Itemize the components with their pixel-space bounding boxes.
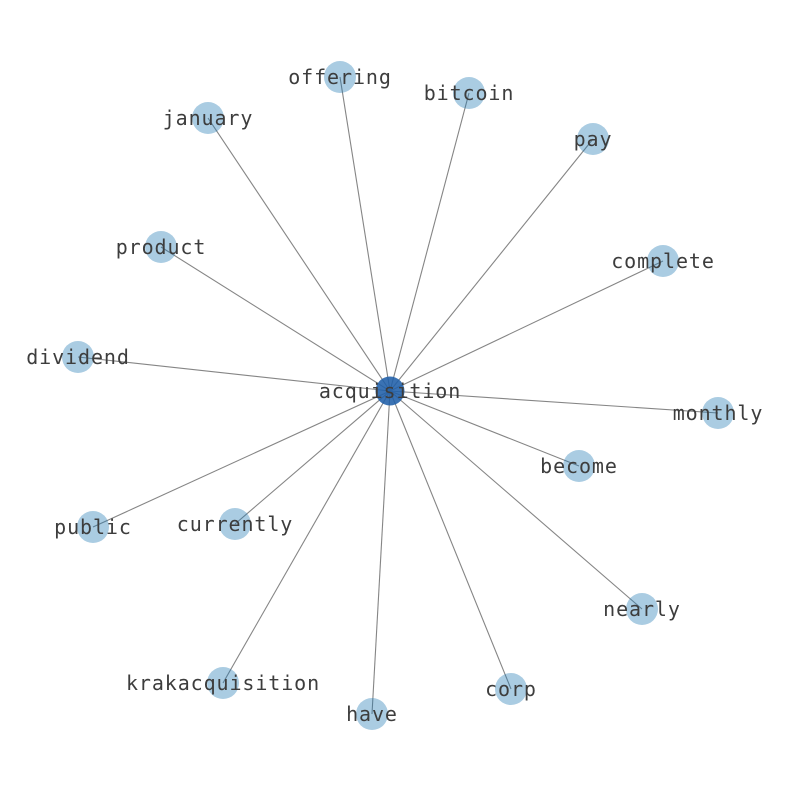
graph-node-label-complete: complete [611, 249, 715, 273]
graph-node-public [77, 511, 109, 543]
graph-node-have [356, 698, 388, 730]
graph-node-currently [219, 508, 251, 540]
graph-node-label-acquisition: acquisition [319, 379, 461, 403]
graph-labels-layer: acquisition offering bitcoin january pay prod… [26, 65, 764, 726]
graph-edge-acquisition-become [389, 390, 580, 467]
graph-edge-acquisition-currently [234, 390, 391, 525]
graph-node-label-product: product [116, 235, 207, 259]
graph-edge-acquisition-complete [389, 260, 664, 392]
graph-edge-acquisition-corp [389, 390, 512, 690]
graph-edge-acquisition-bitcoin [389, 92, 470, 392]
graph-node-label-public: public [54, 515, 132, 539]
graph-node-offering [324, 61, 356, 93]
graph-edge-acquisition-krakacquisition [222, 390, 391, 684]
graph-node-krakacquisition [207, 667, 239, 699]
graph-node-corp [495, 673, 527, 705]
graph-node-acquisition [375, 376, 405, 406]
graph-node-product [145, 231, 177, 263]
graph-node-label-krakacquisition: krakacquisition [126, 671, 320, 695]
graph-edge-acquisition-dividend [77, 356, 391, 392]
graph-node-label-nearly: nearly [603, 597, 681, 621]
graph-nodes-layer [62, 61, 734, 730]
graph-edge-acquisition-product [160, 246, 391, 392]
graph-node-monthly [702, 397, 734, 429]
graph-node-january [192, 102, 224, 134]
graph-node-label-pay: pay [574, 127, 613, 151]
graph-node-label-dividend: dividend [26, 345, 130, 369]
graph-edges-layer [77, 76, 719, 715]
graph-node-label-have: have [346, 702, 398, 726]
graph-node-label-january: january [163, 106, 254, 130]
graph-edge-acquisition-monthly [389, 390, 719, 414]
graph-edge-acquisition-public [92, 390, 391, 528]
graph-edge-acquisition-pay [389, 138, 594, 392]
graph-node-label-bitcoin: bitcoin [424, 81, 515, 105]
graph-node-become [563, 450, 595, 482]
graph-node-label-become: become [540, 454, 618, 478]
graph-node-label-monthly: monthly [673, 401, 764, 425]
graph-edge-acquisition-have [371, 390, 391, 715]
graph-node-nearly [626, 593, 658, 625]
graph-node-label-offering: offering [288, 65, 392, 89]
graph-node-label-corp: corp [485, 677, 537, 701]
graph-node-complete [647, 245, 679, 277]
graph-edge-acquisition-nearly [389, 390, 643, 610]
graph-edge-acquisition-january [207, 117, 391, 392]
graph-node-label-currently: currently [177, 512, 293, 536]
graph-node-dividend [62, 341, 94, 373]
graph-node-bitcoin [453, 77, 485, 109]
graph-node-pay [577, 123, 609, 155]
graph-edge-acquisition-offering [339, 76, 391, 392]
